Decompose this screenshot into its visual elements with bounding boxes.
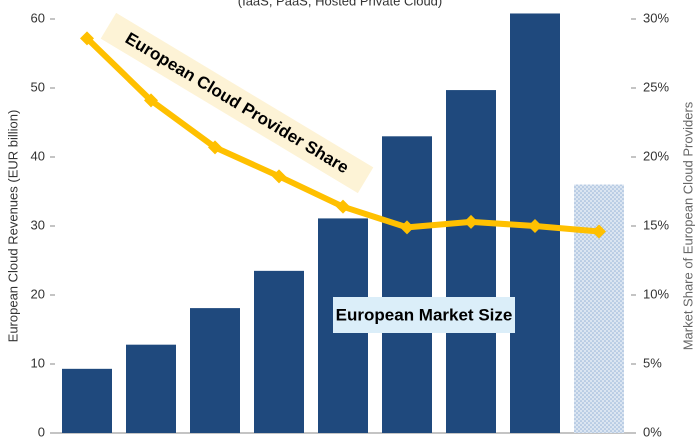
annotation: European Cloud Provider Share	[100, 12, 374, 194]
y2-tick-label: 0%	[643, 424, 662, 439]
annotation: European Market Size	[333, 297, 515, 333]
bar	[382, 136, 432, 434]
annotation-box	[333, 297, 515, 333]
annotation-label: European Market Size	[336, 305, 513, 324]
y-tick-label: 60	[31, 10, 45, 25]
y2-tick-label: 20%	[643, 148, 669, 163]
line-marker	[272, 169, 286, 184]
y2-axis-title: Market Share of European Cloud Providers	[680, 101, 695, 350]
bar	[190, 308, 240, 433]
line-marker	[80, 31, 94, 46]
chart-subtitle: (IaaS, PaaS, Hosted Private Cloud)	[238, 0, 443, 8]
line-marker	[144, 93, 158, 108]
y2-tick-label: 15%	[643, 217, 669, 232]
bar	[574, 184, 624, 433]
line-marker	[528, 219, 542, 233]
y-tick-label: 30	[31, 217, 45, 232]
y2-tick-label: 5%	[643, 355, 662, 370]
line-marker	[400, 220, 414, 235]
annotation-box	[100, 12, 374, 194]
y-axis-title: European Cloud Revenues (EUR billion)	[5, 110, 20, 343]
y-tick-label: 10	[31, 355, 45, 370]
y2-tick-label: 25%	[643, 79, 669, 94]
y-tick-label: 40	[31, 148, 45, 163]
bar	[126, 344, 176, 433]
y-tick-label: 50	[31, 79, 45, 94]
line-marker	[592, 224, 606, 239]
y-tick-label: 0	[38, 424, 45, 439]
bar	[62, 368, 112, 433]
line-marker	[208, 140, 222, 155]
line-marker	[336, 199, 350, 214]
y2-tick-label: 30%	[643, 10, 669, 25]
bar	[254, 270, 304, 433]
y2-tick-label: 10%	[643, 286, 669, 301]
bar	[446, 90, 496, 433]
line-marker	[464, 214, 478, 229]
y-tick-label: 20	[31, 286, 45, 301]
